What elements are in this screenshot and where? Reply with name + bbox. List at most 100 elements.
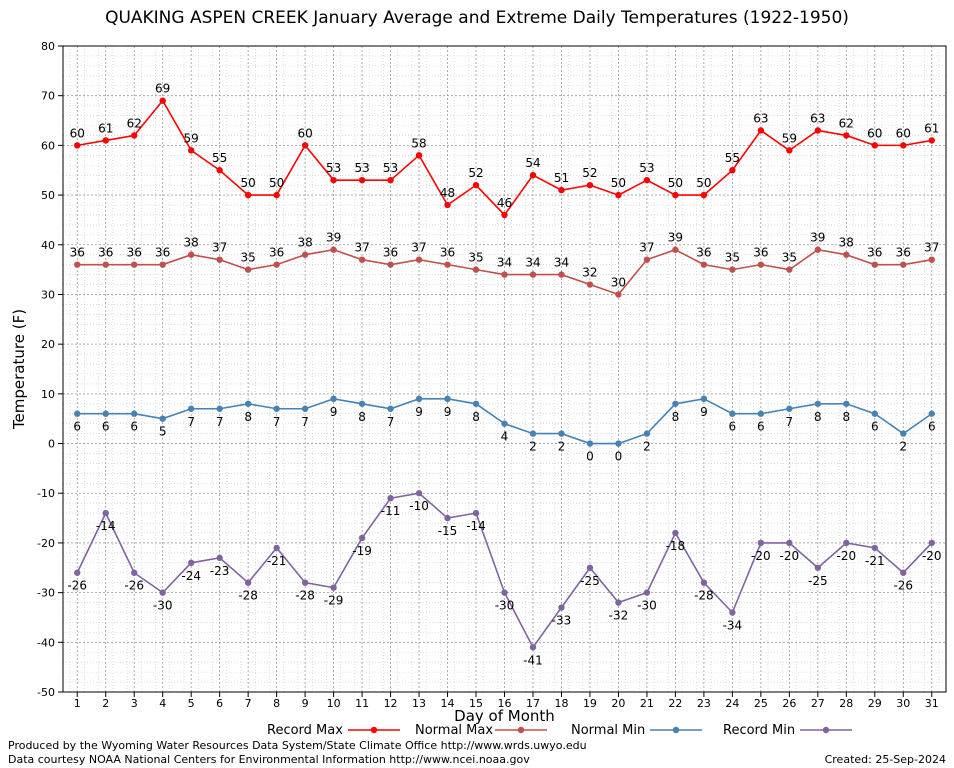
data-label: 2 (558, 440, 566, 454)
data-point (330, 584, 337, 591)
x-tick-label: 3 (131, 697, 138, 710)
data-label: 35 (782, 251, 797, 265)
data-point (757, 539, 765, 547)
data-label: 35 (241, 251, 256, 265)
data-label: -30 (153, 599, 173, 613)
data-point (643, 589, 651, 596)
y-tick-label: -40 (37, 636, 55, 649)
series-normal-max: 36 36 36 36 38 37 35 36 38 39 37 36 37 36 35 34 34 34 32 30… (70, 231, 939, 298)
data-label: 55 (212, 151, 227, 165)
legend-item: Normal Min (571, 723, 702, 738)
data-label: 7 (387, 415, 395, 429)
y-tick-label: 20 (41, 338, 55, 351)
data-point (244, 579, 252, 586)
data-label: 6 (871, 420, 879, 434)
data-label: 50 (611, 176, 626, 190)
created-date: Created: 25-Sep-2024 (824, 753, 946, 766)
data-label: -10 (409, 499, 429, 513)
data-point (814, 246, 822, 253)
data-point (786, 147, 793, 154)
x-tick-label: 14 (441, 697, 455, 710)
data-label: -25 (580, 574, 600, 588)
data-label: 38 (297, 236, 312, 250)
data-label: 32 (582, 266, 597, 280)
data-point (586, 564, 594, 571)
data-label: -41 (523, 653, 543, 667)
data-point (187, 405, 195, 412)
data-label: -33 (552, 614, 572, 628)
data-label: 35 (725, 251, 740, 265)
data-label: 36 (896, 246, 911, 260)
data-label: 2 (899, 440, 907, 454)
legend-item: Record Max (267, 723, 400, 738)
data-point (529, 644, 537, 651)
data-label: 7 (273, 415, 281, 429)
y-tick-label: 60 (41, 139, 55, 152)
data-label: 9 (415, 405, 423, 419)
data-label: 58 (411, 136, 426, 150)
data-point (358, 534, 366, 542)
data-label: 7 (187, 415, 195, 429)
data-point (529, 271, 537, 278)
data-point (301, 405, 309, 412)
data-label: -23 (210, 564, 230, 578)
data-label: 60 (867, 126, 882, 140)
data-label: 36 (70, 246, 85, 260)
data-point (843, 539, 850, 547)
data-point (273, 261, 280, 268)
data-point (786, 266, 793, 273)
data-label: 36 (98, 246, 113, 260)
data-point (729, 167, 736, 174)
data-point (615, 440, 622, 447)
data-label: 60 (297, 126, 312, 140)
legend: Record Max Normal Max Normal Min Record Min (267, 723, 852, 738)
x-axis: 1 2 3 4 5 6 7 8 9 10 11 12 13 14 15 16 17 18 19 20 21 22 23 24 2… (74, 692, 939, 710)
data-label: 4 (501, 430, 509, 444)
data-point (643, 430, 651, 437)
data-label: -25 (808, 574, 828, 588)
data-label: 39 (668, 231, 683, 245)
data-point (700, 261, 708, 268)
series-record-max: 60 61 62 69 59 55 50 50 60 53 53 53 58 48 52 46 54 51 52 50… (70, 82, 939, 219)
x-tick-label: 16 (498, 697, 512, 710)
x-tick-label: 4 (159, 697, 166, 710)
data-point (387, 261, 394, 268)
data-point (444, 514, 451, 522)
data-label: 34 (497, 256, 512, 270)
data-label: -20 (751, 549, 771, 563)
y-tick-label: 40 (41, 239, 55, 252)
data-point (216, 554, 223, 562)
data-label: 50 (668, 176, 683, 190)
data-point (729, 609, 736, 616)
data-label: -34 (723, 618, 743, 632)
data-point (216, 405, 223, 412)
x-tick-label: 10 (327, 697, 341, 710)
data-point (700, 579, 708, 586)
data-label: 36 (155, 246, 170, 260)
data-label: 38 (839, 236, 854, 250)
data-label: -20 (922, 549, 942, 563)
legend-marker (370, 726, 378, 734)
legend-label: Record Max (267, 723, 343, 738)
plot-area (63, 46, 946, 692)
data-point (74, 569, 81, 576)
data-label: -24 (181, 569, 201, 583)
data-label: -28 (238, 589, 258, 603)
data-point (444, 201, 451, 209)
data-label: 38 (184, 236, 199, 250)
data-point (330, 395, 337, 403)
data-label: 51 (554, 171, 569, 185)
y-tick-label: -30 (37, 587, 55, 600)
data-label: 7 (786, 415, 794, 429)
data-label: 61 (98, 121, 113, 135)
data-point (444, 261, 451, 268)
data-label: 53 (326, 161, 341, 175)
data-label: 62 (127, 116, 142, 130)
producer-credit: Produced by the Wyoming Water Resources … (8, 739, 587, 752)
data-label: 8 (814, 410, 822, 424)
data-label: 55 (725, 151, 740, 165)
data-point (273, 405, 280, 412)
legend-label: Normal Max (415, 723, 493, 738)
data-point (529, 172, 537, 179)
y-tick-label: 50 (41, 189, 55, 202)
